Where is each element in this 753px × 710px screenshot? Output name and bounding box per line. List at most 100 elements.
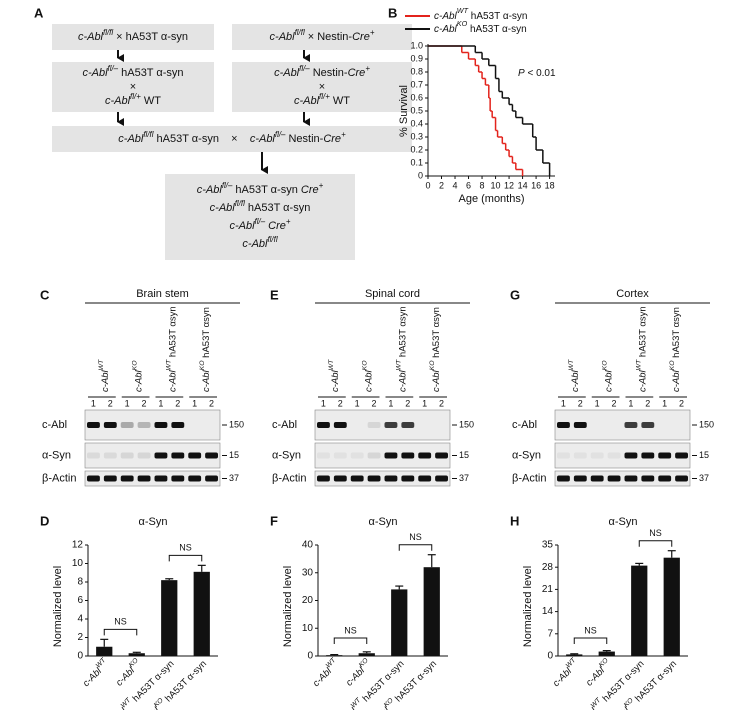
blot-band [624,452,638,459]
blot-band [418,475,432,482]
blot-band [384,475,398,482]
text-part: WT [95,657,108,670]
scheme-text: × [130,81,136,93]
blot-band [624,475,638,482]
text-part: Cre [301,184,319,196]
blot-band [333,452,347,459]
blot-band [384,452,398,459]
blot-band [103,475,117,482]
blot-band [590,452,604,459]
blot-band [675,475,688,482]
text-part: c-Abl [637,369,648,392]
y-tick-label: 35 [542,540,554,551]
annotation: P < 0.01 [518,68,556,79]
blot-band [188,475,202,482]
blot-band [641,475,655,482]
text-part: hA53T αsyn [431,307,442,360]
chart-title: α-Syn [609,516,638,528]
lane-group-label: c-AblWT hA53T αsyn [166,306,178,392]
scheme-text: c-Ablfl/fl [242,235,277,250]
text-part: c-Abl [397,369,408,392]
scheme-text: c-Ablfl/fl hA53T α-syn [210,199,311,214]
text-part: hA53T αsyn [397,306,408,359]
text-part: KO [429,360,436,371]
x-tick-label: c-AblWT [80,657,112,689]
y-tick-label: 0.7 [410,79,423,89]
text-part: c-Abl [197,184,223,196]
lane-group-label: c-AblKO [362,360,374,392]
lane-group-label: c-AblWT hA53T αsyn [636,306,648,392]
lane-number: 1 [355,398,360,408]
bar [391,589,408,656]
panel-label: H [510,513,519,528]
blot-band [367,422,381,428]
blot-row-label: β-Actin [42,472,76,484]
scheme-text: × [319,81,325,93]
blot-title: Brain stem [136,288,189,300]
text-part: c-Abl [329,369,340,392]
lane-number: 2 [108,398,113,408]
y-tick-label: 10 [302,623,314,634]
x-tick-label: 14 [518,180,528,190]
scheme-text: c-Ablfl/fl hA53T α-syn × c-Ablfl/– Nesti… [118,130,346,145]
mw-marker: 150 [229,419,244,429]
text-part: WT [565,657,578,670]
blot-band [154,422,168,428]
mw-marker: 15 [699,450,709,460]
ns-bracket [333,637,368,644]
legend-label: c-AblKO hA53T α-syn [434,19,527,34]
text-part: KO [362,360,369,371]
blot-row-label: c-Abl [272,419,297,431]
lane-number: 1 [422,398,427,408]
blot-row-label: β-Actin [512,472,546,484]
scheme-box [52,24,214,50]
text-part: WT [166,359,173,370]
scheme-box [232,24,412,50]
text-part: c-Abl [201,369,212,392]
blot-title: Spinal cord [365,288,420,300]
bar [358,653,375,656]
text-part: c-Abl [139,704,163,710]
bar [663,557,680,656]
mw-marker: 37 [699,473,709,483]
text-part: c-Abl [434,11,458,22]
y-tick-label: 0.3 [410,131,423,141]
y-tick-label: 6 [77,595,83,606]
scheme-box [52,62,214,112]
mw-marker: 37 [459,473,469,483]
blot-band [557,452,570,459]
lane-group-label: c-AblWT [568,359,580,392]
blot-band [607,452,621,459]
lane-number: 1 [628,398,633,408]
bar [631,565,648,656]
blot-band [401,452,415,459]
blot-band [188,452,202,459]
lane-group-label: c-AblKO [132,360,144,392]
chart-title: α-Syn [139,516,168,528]
blot-row-label: c-Abl [42,419,67,431]
scheme-text: c-Ablfl/+ WT [294,92,350,107]
lane-number: 1 [321,398,326,408]
y-axis-label: Normalized level [522,566,534,647]
scheme-box [52,126,412,152]
blot-strip [554,409,691,441]
blot-band [205,452,218,459]
text-part: Cre [352,31,370,43]
text-part: fl/– [108,64,119,73]
blot-strip [314,470,451,487]
text-part: WT [325,657,338,670]
y-axis-label: Normalized level [52,566,64,647]
panel-label: A [34,5,44,20]
scheme-text: c-Ablfl/– Nestin-Cre+ [274,64,370,79]
lane-number: 2 [372,398,377,408]
lane-number: 2 [578,398,583,408]
bar [96,646,113,656]
y-tick-label: 0.1 [410,157,423,167]
panel-label: C [40,287,50,302]
blot-band [401,475,415,482]
blot-band [557,422,570,428]
blot-band [367,452,381,459]
lane-number: 2 [439,398,444,408]
blot-band [658,452,672,459]
